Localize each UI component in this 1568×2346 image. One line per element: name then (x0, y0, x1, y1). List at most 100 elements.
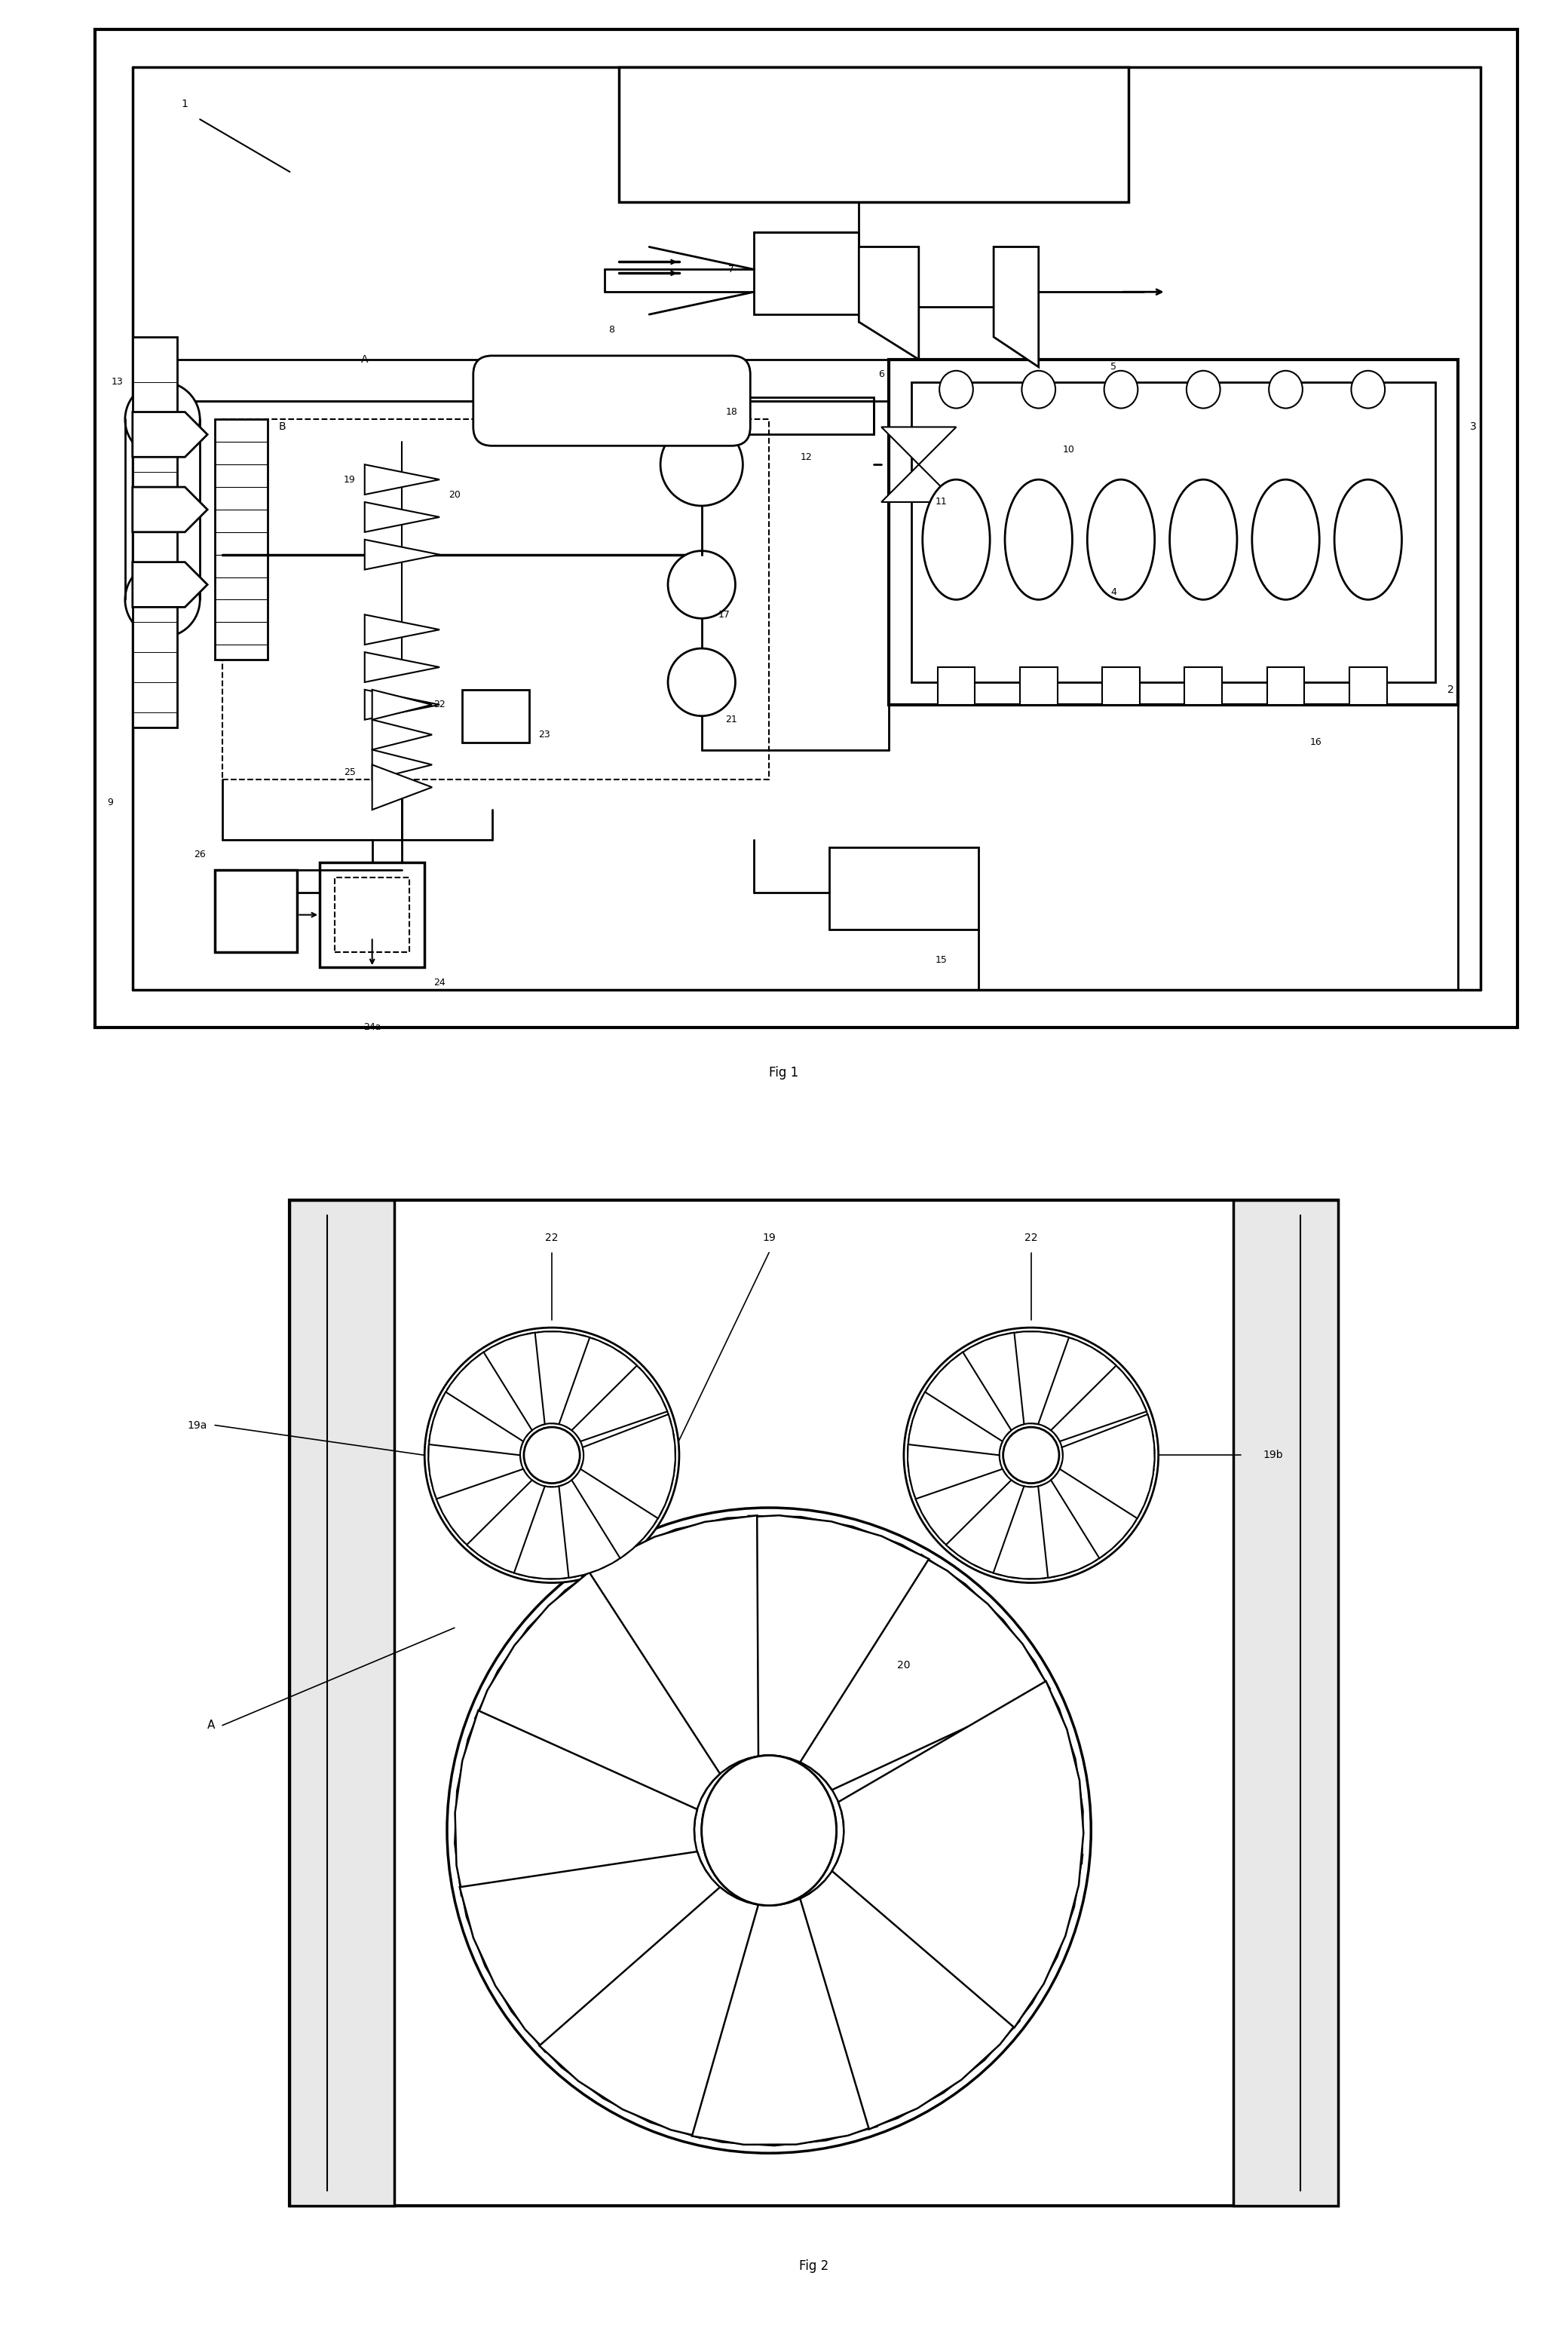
Polygon shape (1060, 1415, 1154, 1518)
Polygon shape (966, 1333, 1069, 1426)
Text: 18: 18 (726, 408, 737, 418)
Ellipse shape (1269, 371, 1303, 408)
Circle shape (125, 382, 201, 457)
Polygon shape (1051, 1462, 1154, 1558)
Text: 15: 15 (935, 955, 947, 964)
Bar (290, 1201, 395, 2205)
Bar (1267, 666, 1305, 704)
Text: 4: 4 (1110, 586, 1116, 596)
Polygon shape (372, 720, 433, 751)
Text: 16: 16 (1309, 737, 1322, 746)
Polygon shape (365, 502, 439, 533)
Bar (829, 847, 978, 929)
Bar (1234, 1201, 1338, 2205)
Bar (739, 396, 873, 434)
Polygon shape (833, 1682, 1083, 2027)
Polygon shape (908, 1445, 1007, 1544)
Bar (133, 338, 177, 727)
Circle shape (668, 647, 735, 716)
Text: 22: 22 (1024, 1232, 1038, 1243)
Ellipse shape (701, 1755, 836, 1905)
Text: 8: 8 (608, 324, 615, 335)
Text: 2: 2 (1447, 685, 1454, 694)
Polygon shape (365, 540, 439, 570)
Text: 9: 9 (107, 798, 113, 807)
Bar (938, 666, 975, 704)
Ellipse shape (1022, 371, 1055, 408)
Polygon shape (372, 765, 433, 809)
Polygon shape (365, 690, 439, 720)
Polygon shape (881, 427, 956, 465)
Polygon shape (908, 1351, 1011, 1450)
Bar (1102, 666, 1140, 704)
Polygon shape (133, 563, 207, 608)
Bar (1350, 666, 1386, 704)
Polygon shape (514, 1483, 618, 1579)
Polygon shape (459, 1851, 745, 2137)
Circle shape (425, 1328, 679, 1584)
Polygon shape (430, 1351, 532, 1450)
Bar (223, 420, 768, 779)
Text: 26: 26 (194, 849, 205, 859)
Ellipse shape (1251, 479, 1319, 601)
Ellipse shape (1334, 479, 1402, 601)
Polygon shape (365, 652, 439, 683)
Polygon shape (365, 615, 439, 645)
Polygon shape (575, 1368, 676, 1466)
Polygon shape (881, 465, 956, 502)
Text: A: A (207, 1720, 215, 1731)
Polygon shape (467, 1480, 566, 1579)
Text: 10: 10 (1063, 446, 1074, 455)
Polygon shape (372, 690, 433, 720)
Text: 20: 20 (448, 490, 461, 500)
Polygon shape (538, 1333, 637, 1431)
Ellipse shape (1087, 479, 1154, 601)
Polygon shape (428, 1391, 524, 1497)
Text: 20: 20 (897, 1661, 911, 1670)
Polygon shape (859, 246, 919, 359)
Text: 23: 23 (538, 730, 550, 739)
Polygon shape (436, 1469, 539, 1572)
Bar (290, 1201, 1338, 2205)
Text: 22: 22 (434, 699, 445, 708)
Polygon shape (455, 1572, 720, 1896)
Bar (889, 359, 1458, 704)
Polygon shape (372, 751, 433, 779)
FancyBboxPatch shape (474, 357, 751, 446)
Ellipse shape (939, 371, 974, 408)
Text: 5: 5 (1110, 361, 1116, 373)
Polygon shape (582, 1516, 928, 1767)
Text: A: A (361, 354, 368, 364)
Bar (96, 28, 1518, 1028)
Polygon shape (993, 1483, 1098, 1579)
Polygon shape (800, 1844, 1082, 2130)
Ellipse shape (1170, 479, 1237, 601)
Ellipse shape (922, 479, 989, 601)
Polygon shape (1038, 1473, 1135, 1579)
Circle shape (660, 422, 743, 507)
Bar (334, 877, 409, 952)
Ellipse shape (1187, 371, 1220, 408)
Polygon shape (486, 1333, 590, 1426)
Polygon shape (475, 1516, 759, 1797)
Text: 1: 1 (182, 99, 188, 110)
Polygon shape (1055, 1368, 1154, 1466)
Polygon shape (908, 1391, 1002, 1497)
Text: 19: 19 (343, 474, 356, 483)
Polygon shape (927, 1333, 1024, 1436)
Polygon shape (365, 465, 439, 495)
Polygon shape (994, 246, 1038, 366)
Circle shape (524, 1426, 580, 1483)
Polygon shape (447, 1333, 544, 1436)
Circle shape (125, 563, 201, 638)
Ellipse shape (1104, 371, 1138, 408)
Bar (320, 863, 425, 967)
Bar (911, 382, 1435, 683)
Circle shape (668, 551, 735, 619)
Text: 17: 17 (718, 610, 731, 619)
Circle shape (1004, 1426, 1058, 1483)
Text: 6: 6 (878, 371, 884, 380)
Polygon shape (572, 1462, 674, 1558)
Polygon shape (133, 488, 207, 533)
Bar (215, 420, 267, 659)
